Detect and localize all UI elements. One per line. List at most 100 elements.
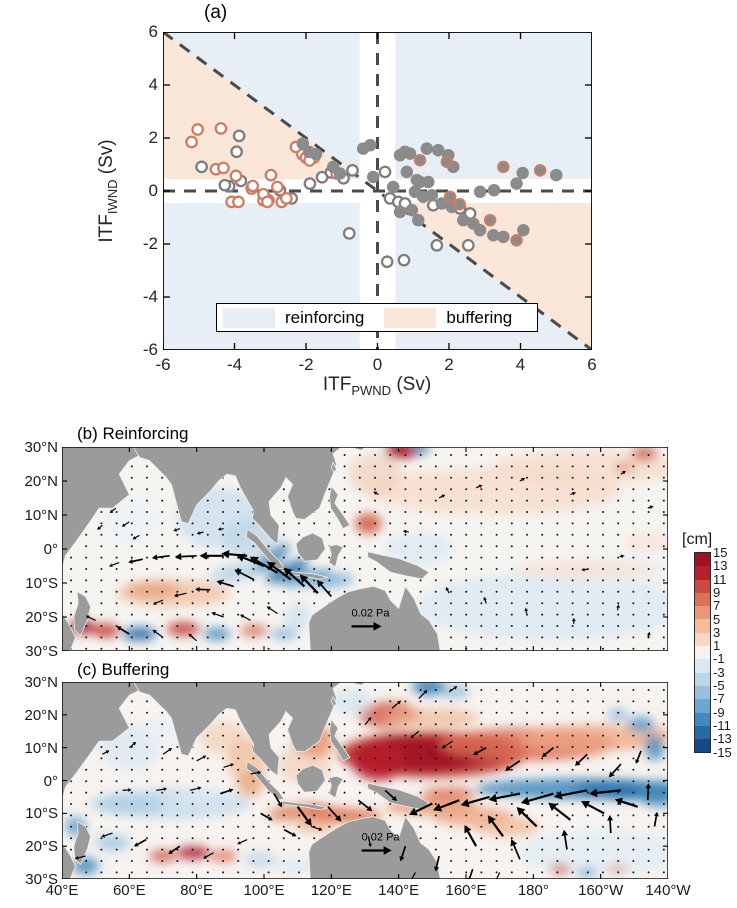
- scatter-plot: [163, 32, 592, 350]
- lat-tick-label: 10°N: [24, 507, 58, 524]
- colorbar-cell: [695, 685, 710, 700]
- buffering-label: buffering: [446, 307, 513, 327]
- colorbar-tick-label: -11: [713, 717, 731, 733]
- colorbar-cell: [695, 592, 710, 607]
- x-tick-label: -6: [155, 355, 171, 374]
- map-reinforcing: 0.02 Pa: [62, 447, 668, 651]
- lat-tick-label: 30°S: [25, 643, 58, 660]
- x-tick-label: -4: [226, 355, 243, 374]
- wind-vectors: [85, 470, 654, 642]
- panel-c-title: (c) Buffering: [77, 660, 170, 679]
- lat-tick-label: 20°N: [24, 706, 58, 724]
- x-axis-title-unit: (Sv): [391, 374, 432, 395]
- y-tick-label: -6: [142, 340, 158, 359]
- x-axis-title: ITFPWND (Sv): [323, 374, 431, 398]
- colorbar-cell: [695, 659, 710, 673]
- lat-tick-label: 10°S: [25, 575, 58, 592]
- y-axis-title-main: ITF: [96, 214, 117, 243]
- scatter-points-open-orange-circles: [185, 122, 344, 209]
- y-tick-label: 6: [148, 22, 158, 41]
- colorbar: [694, 552, 711, 754]
- reinforcing-swatch: [223, 307, 275, 328]
- lon-tick-label: 140°W: [645, 882, 691, 899]
- colorbar-cell: [695, 699, 710, 713]
- y-tick-label: 2: [148, 128, 158, 147]
- lat-tick-label: 30°S: [25, 871, 58, 888]
- reference-arrow: 0.02 Pa: [361, 832, 401, 855]
- colorbar-tick-label: 3: [713, 624, 721, 640]
- lon-tick-label: 120°E: [310, 882, 352, 899]
- land-masses: [62, 447, 441, 651]
- lon-tick-label: 80°E: [180, 882, 213, 899]
- colorbar-tick-label: -1: [713, 651, 725, 667]
- colorbar-tick-label: 7: [713, 598, 721, 614]
- colorbar-cell: [695, 619, 710, 633]
- colorbar-cell: [695, 632, 710, 647]
- y-tick-label: -2: [142, 234, 158, 253]
- lat-tick-label: 20°N: [24, 473, 58, 490]
- y-tick-label: 0: [148, 181, 158, 200]
- svg-text:0.02 Pa: 0.02 Pa: [362, 832, 401, 844]
- colorbar-cell: [695, 712, 710, 726]
- lon-tick-label: 60°E: [112, 882, 146, 899]
- y-axis-title-sub: IWND: [105, 179, 120, 215]
- lat-tick-label: 0°: [43, 541, 58, 558]
- lat-tick-label: 10°N: [24, 739, 58, 757]
- colorbar-cell: [695, 579, 710, 593]
- colorbar-tick-label: 1: [713, 638, 721, 654]
- colorbar-tick-label: -3: [713, 664, 725, 680]
- reinforcing-label: reinforcing: [285, 307, 365, 327]
- y-tick-label: -4: [142, 287, 158, 306]
- lat-tick-label: 30°N: [24, 674, 58, 691]
- lat-tick-label: 10°S: [25, 805, 58, 823]
- land-masses: [62, 682, 441, 879]
- x-axis-title-sub: PWND: [351, 383, 392, 398]
- lat-tick-label: 20°S: [25, 609, 58, 626]
- scatter-points-filled-gray-orange-edge-circles: [413, 154, 547, 247]
- axis-ticks: [163, 32, 592, 350]
- x-tick-label: 6: [587, 355, 597, 374]
- colorbar-cell: [695, 672, 710, 686]
- x-axis-title-main: ITF: [322, 374, 352, 395]
- x-tick-label: 2: [444, 355, 454, 374]
- x-tick-label: 4: [515, 355, 526, 374]
- panel-a-label: (a): [204, 2, 228, 23]
- buffering-swatch: [384, 307, 437, 328]
- colorbar-tick-label: 5: [713, 611, 721, 627]
- colorbar-tick-label: 11: [713, 571, 727, 587]
- colorbar-tick-label: -5: [713, 678, 725, 693]
- y-axis-title: ITFIWND (Sv): [96, 139, 120, 242]
- lat-tick-label: 20°S: [25, 838, 58, 856]
- scatter-legend: reinforcing buffering: [216, 303, 538, 332]
- lat-tick-label: 0°: [43, 772, 58, 790]
- map-buffering: 0.02 Pa: [62, 682, 668, 879]
- panel-b-title: (b) Reinforcing: [77, 424, 189, 443]
- wind-vectors: [74, 686, 659, 879]
- lon-tick-label: 140°E: [378, 882, 420, 899]
- colorbar-tick-label: -15: [713, 744, 732, 760]
- colorbar-cell: [695, 566, 710, 580]
- colorbar-tick-label: 9: [713, 584, 721, 600]
- lon-tick-label: 180°: [517, 882, 549, 899]
- colorbar-tick-label: 15: [713, 545, 728, 560]
- colorbar-tick-label: -13: [713, 731, 732, 747]
- x-tick-label: 0: [372, 355, 383, 374]
- colorbar-unit: [cm]: [682, 531, 713, 548]
- map-ticks: [62, 682, 668, 879]
- colorbar-cell: [695, 553, 710, 567]
- lon-tick-label: 160°W: [578, 882, 624, 899]
- map-ticks: [62, 447, 668, 651]
- colorbar-tick-label: -9: [713, 704, 725, 720]
- y-axis-title-unit: (Sv): [96, 139, 117, 180]
- y-tick-label: 4: [148, 75, 158, 94]
- colorbar-cell: [695, 606, 710, 620]
- lon-tick-label: 160°E: [445, 882, 487, 899]
- lon-tick-label: 40°E: [45, 882, 79, 899]
- colorbar-cell: [695, 739, 710, 753]
- colorbar-tick-label: -7: [713, 691, 725, 707]
- colorbar-cell: [695, 725, 710, 740]
- lat-tick-label: 30°N: [24, 439, 58, 456]
- x-tick-label: -2: [298, 355, 314, 374]
- svg-text:0.02 Pa: 0.02 Pa: [352, 607, 391, 619]
